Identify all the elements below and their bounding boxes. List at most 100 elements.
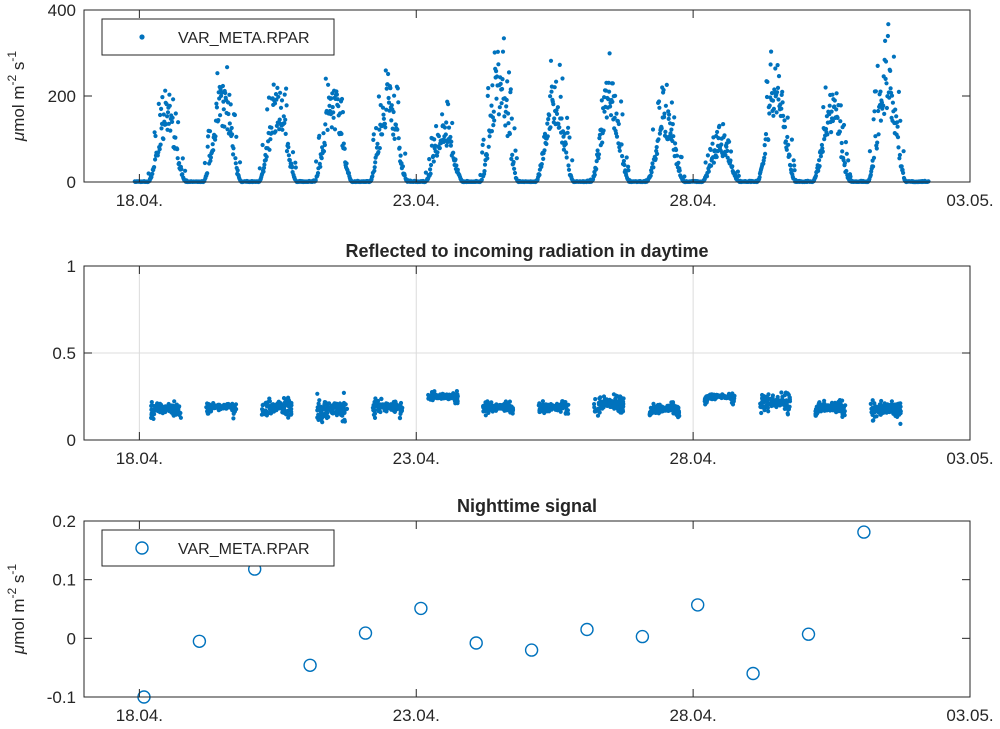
data-point (281, 404, 286, 409)
data-point (617, 148, 622, 153)
data-point (566, 125, 571, 130)
data-point (608, 113, 614, 118)
data-point (448, 134, 453, 140)
data-point (873, 89, 879, 94)
data-point (607, 397, 612, 402)
data-point (555, 105, 561, 110)
data-point (728, 158, 733, 163)
data-point (165, 114, 170, 119)
data-point (267, 410, 272, 416)
data-point (454, 389, 459, 394)
data-point (455, 167, 460, 172)
data-point (537, 172, 542, 178)
data-point (706, 169, 711, 174)
data-point (173, 111, 178, 116)
data-point (736, 173, 741, 178)
data-point (830, 92, 835, 97)
data-point (391, 132, 396, 137)
data-point (330, 105, 335, 110)
data-point (879, 411, 885, 416)
data-point (428, 167, 433, 172)
data-point (820, 149, 825, 154)
data-point (883, 38, 888, 44)
data-point (867, 149, 873, 154)
data-point (837, 129, 843, 134)
data-point (205, 171, 210, 176)
data-point (286, 145, 291, 150)
data-point (524, 643, 539, 657)
data-point (161, 136, 166, 142)
data-point (784, 147, 789, 152)
data-point (896, 408, 901, 413)
data-point (183, 168, 188, 173)
data-point (149, 403, 154, 408)
data-point (375, 141, 380, 146)
data-point (775, 394, 780, 400)
data-point (373, 396, 378, 401)
data-point (206, 134, 211, 139)
data-point (372, 168, 377, 173)
data-point (607, 89, 612, 94)
data-point (505, 79, 510, 84)
data-point (882, 402, 888, 407)
data-point (593, 397, 598, 402)
data-point (648, 173, 653, 178)
data-point (371, 137, 376, 142)
data-point (282, 121, 287, 126)
data-point (284, 86, 289, 91)
data-point (653, 156, 658, 161)
data-point (844, 168, 849, 174)
data-point (735, 169, 741, 174)
data-point (512, 170, 518, 176)
data-point (423, 170, 428, 175)
data-point (870, 398, 875, 403)
data-point (444, 396, 449, 401)
data-point (211, 148, 216, 153)
data-point (668, 131, 673, 136)
data-point (325, 127, 330, 132)
data-point (545, 121, 550, 126)
data-point (322, 142, 327, 148)
data-point (164, 102, 169, 107)
data-point (485, 93, 490, 98)
data-point (618, 408, 623, 413)
data-point (494, 74, 500, 79)
data-point (789, 137, 795, 142)
data-point (389, 118, 394, 123)
data-point (431, 153, 436, 159)
data-point (767, 111, 772, 116)
data-point (159, 106, 164, 111)
data-point (896, 145, 901, 150)
data-point (434, 124, 439, 129)
data-point (486, 86, 491, 91)
data-point (220, 83, 225, 89)
data-point (341, 403, 346, 408)
data-point (848, 174, 853, 179)
data-point (388, 86, 393, 91)
data-point (431, 159, 436, 164)
data-point (173, 135, 178, 140)
data-point (161, 112, 166, 117)
data-point (792, 168, 797, 173)
data-point (544, 141, 549, 147)
data-point (872, 414, 877, 419)
data-point (321, 405, 326, 410)
data-point (610, 400, 615, 405)
data-point (779, 106, 784, 111)
data-point (711, 160, 717, 165)
data-point (498, 81, 503, 86)
data-point (719, 142, 724, 147)
data-point (176, 120, 181, 125)
data-point (563, 400, 568, 405)
data-point (626, 164, 631, 169)
x-tick-label: 28.04. (669, 449, 716, 468)
data-point (290, 165, 295, 170)
legend: VAR_META.RPAR (101, 18, 335, 56)
data-point (153, 157, 158, 162)
data-point (231, 152, 236, 157)
data-point (560, 76, 565, 81)
data-point (763, 394, 769, 399)
data-point (261, 165, 267, 170)
data-point (626, 168, 631, 173)
data-point (390, 403, 395, 408)
